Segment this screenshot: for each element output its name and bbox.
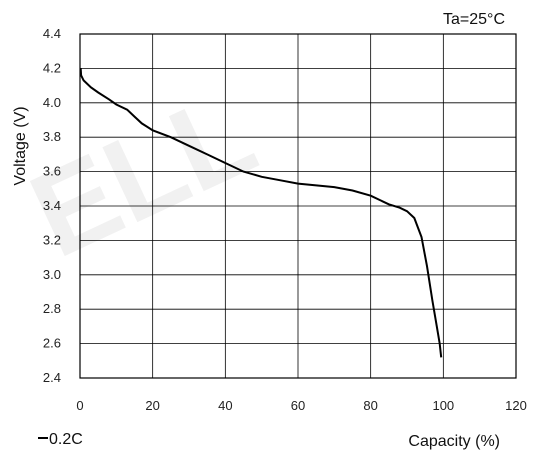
y-tick-label: 2.4 xyxy=(43,370,61,385)
y-tick-label: 3.6 xyxy=(43,164,61,179)
x-axis-title: Capacity (%) xyxy=(408,433,500,450)
y-tick-label: 3.4 xyxy=(43,198,61,213)
y-tick-label: 4.0 xyxy=(43,95,61,110)
y-tick-label: 3.8 xyxy=(43,129,61,144)
x-tick-label: 40 xyxy=(218,398,232,413)
temperature-annotation: Ta=25°C xyxy=(443,11,505,28)
y-axis-title: Voltage (V) xyxy=(12,106,29,185)
y-tick-label: 3.2 xyxy=(43,232,61,247)
x-tick-labels: 0 20 40 60 80 100 120 xyxy=(76,398,526,413)
x-tick-label: 0 xyxy=(76,398,83,413)
y-tick-label: 2.8 xyxy=(43,301,61,316)
y-tick-label: 2.6 xyxy=(43,336,61,351)
x-tick-label: 60 xyxy=(291,398,305,413)
series-line-0.2c xyxy=(79,68,443,358)
x-tick-label: 20 xyxy=(145,398,159,413)
y-tick-label: 4.2 xyxy=(43,60,61,75)
x-tick-label: 80 xyxy=(363,398,377,413)
legend-label: 0.2C xyxy=(49,431,83,448)
y-tick-labels: 4.4 4.2 4.0 3.8 3.6 3.4 3.2 3.0 2.8 2.6 2.4 xyxy=(43,26,61,385)
grid xyxy=(79,33,517,379)
y-tick-label: 4.4 xyxy=(43,26,61,41)
legend: 0.2C xyxy=(38,431,83,448)
y-tick-label: 3.0 xyxy=(43,267,61,282)
plot-frame xyxy=(79,33,517,379)
x-tick-label: 100 xyxy=(432,398,454,413)
x-tick-label: 120 xyxy=(505,398,527,413)
